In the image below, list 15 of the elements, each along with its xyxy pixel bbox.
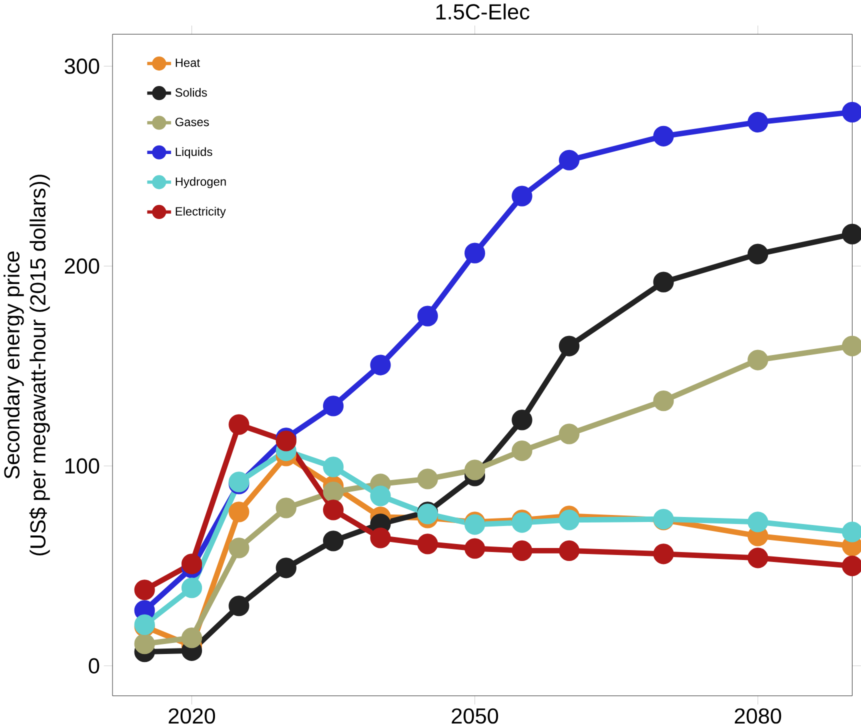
y-tick-label: 0 <box>88 658 100 674</box>
legend-label: Hydrogen <box>176 176 226 188</box>
legend-label: Electricity <box>176 206 226 218</box>
x-tick-label: 2020 <box>168 708 216 724</box>
legend-label: Solids <box>175 88 207 97</box>
legend-label: Heat <box>176 58 200 67</box>
y-tick-label: 300 <box>64 58 100 74</box>
y-axis-title: Secondary energy price (US$ per megawatt-hour (2015 dollars)) <box>4 174 50 556</box>
legend-label: Liquids <box>176 147 212 158</box>
y-tick-label: 100 <box>65 458 100 474</box>
legend-label: Gases <box>175 118 209 126</box>
x-tick-label: 2050 <box>452 708 498 724</box>
x-tick-label: 2080 <box>734 708 782 724</box>
y-tick-label: 200 <box>64 258 100 274</box>
chart-title: 1.5C-Elec <box>436 3 530 20</box>
